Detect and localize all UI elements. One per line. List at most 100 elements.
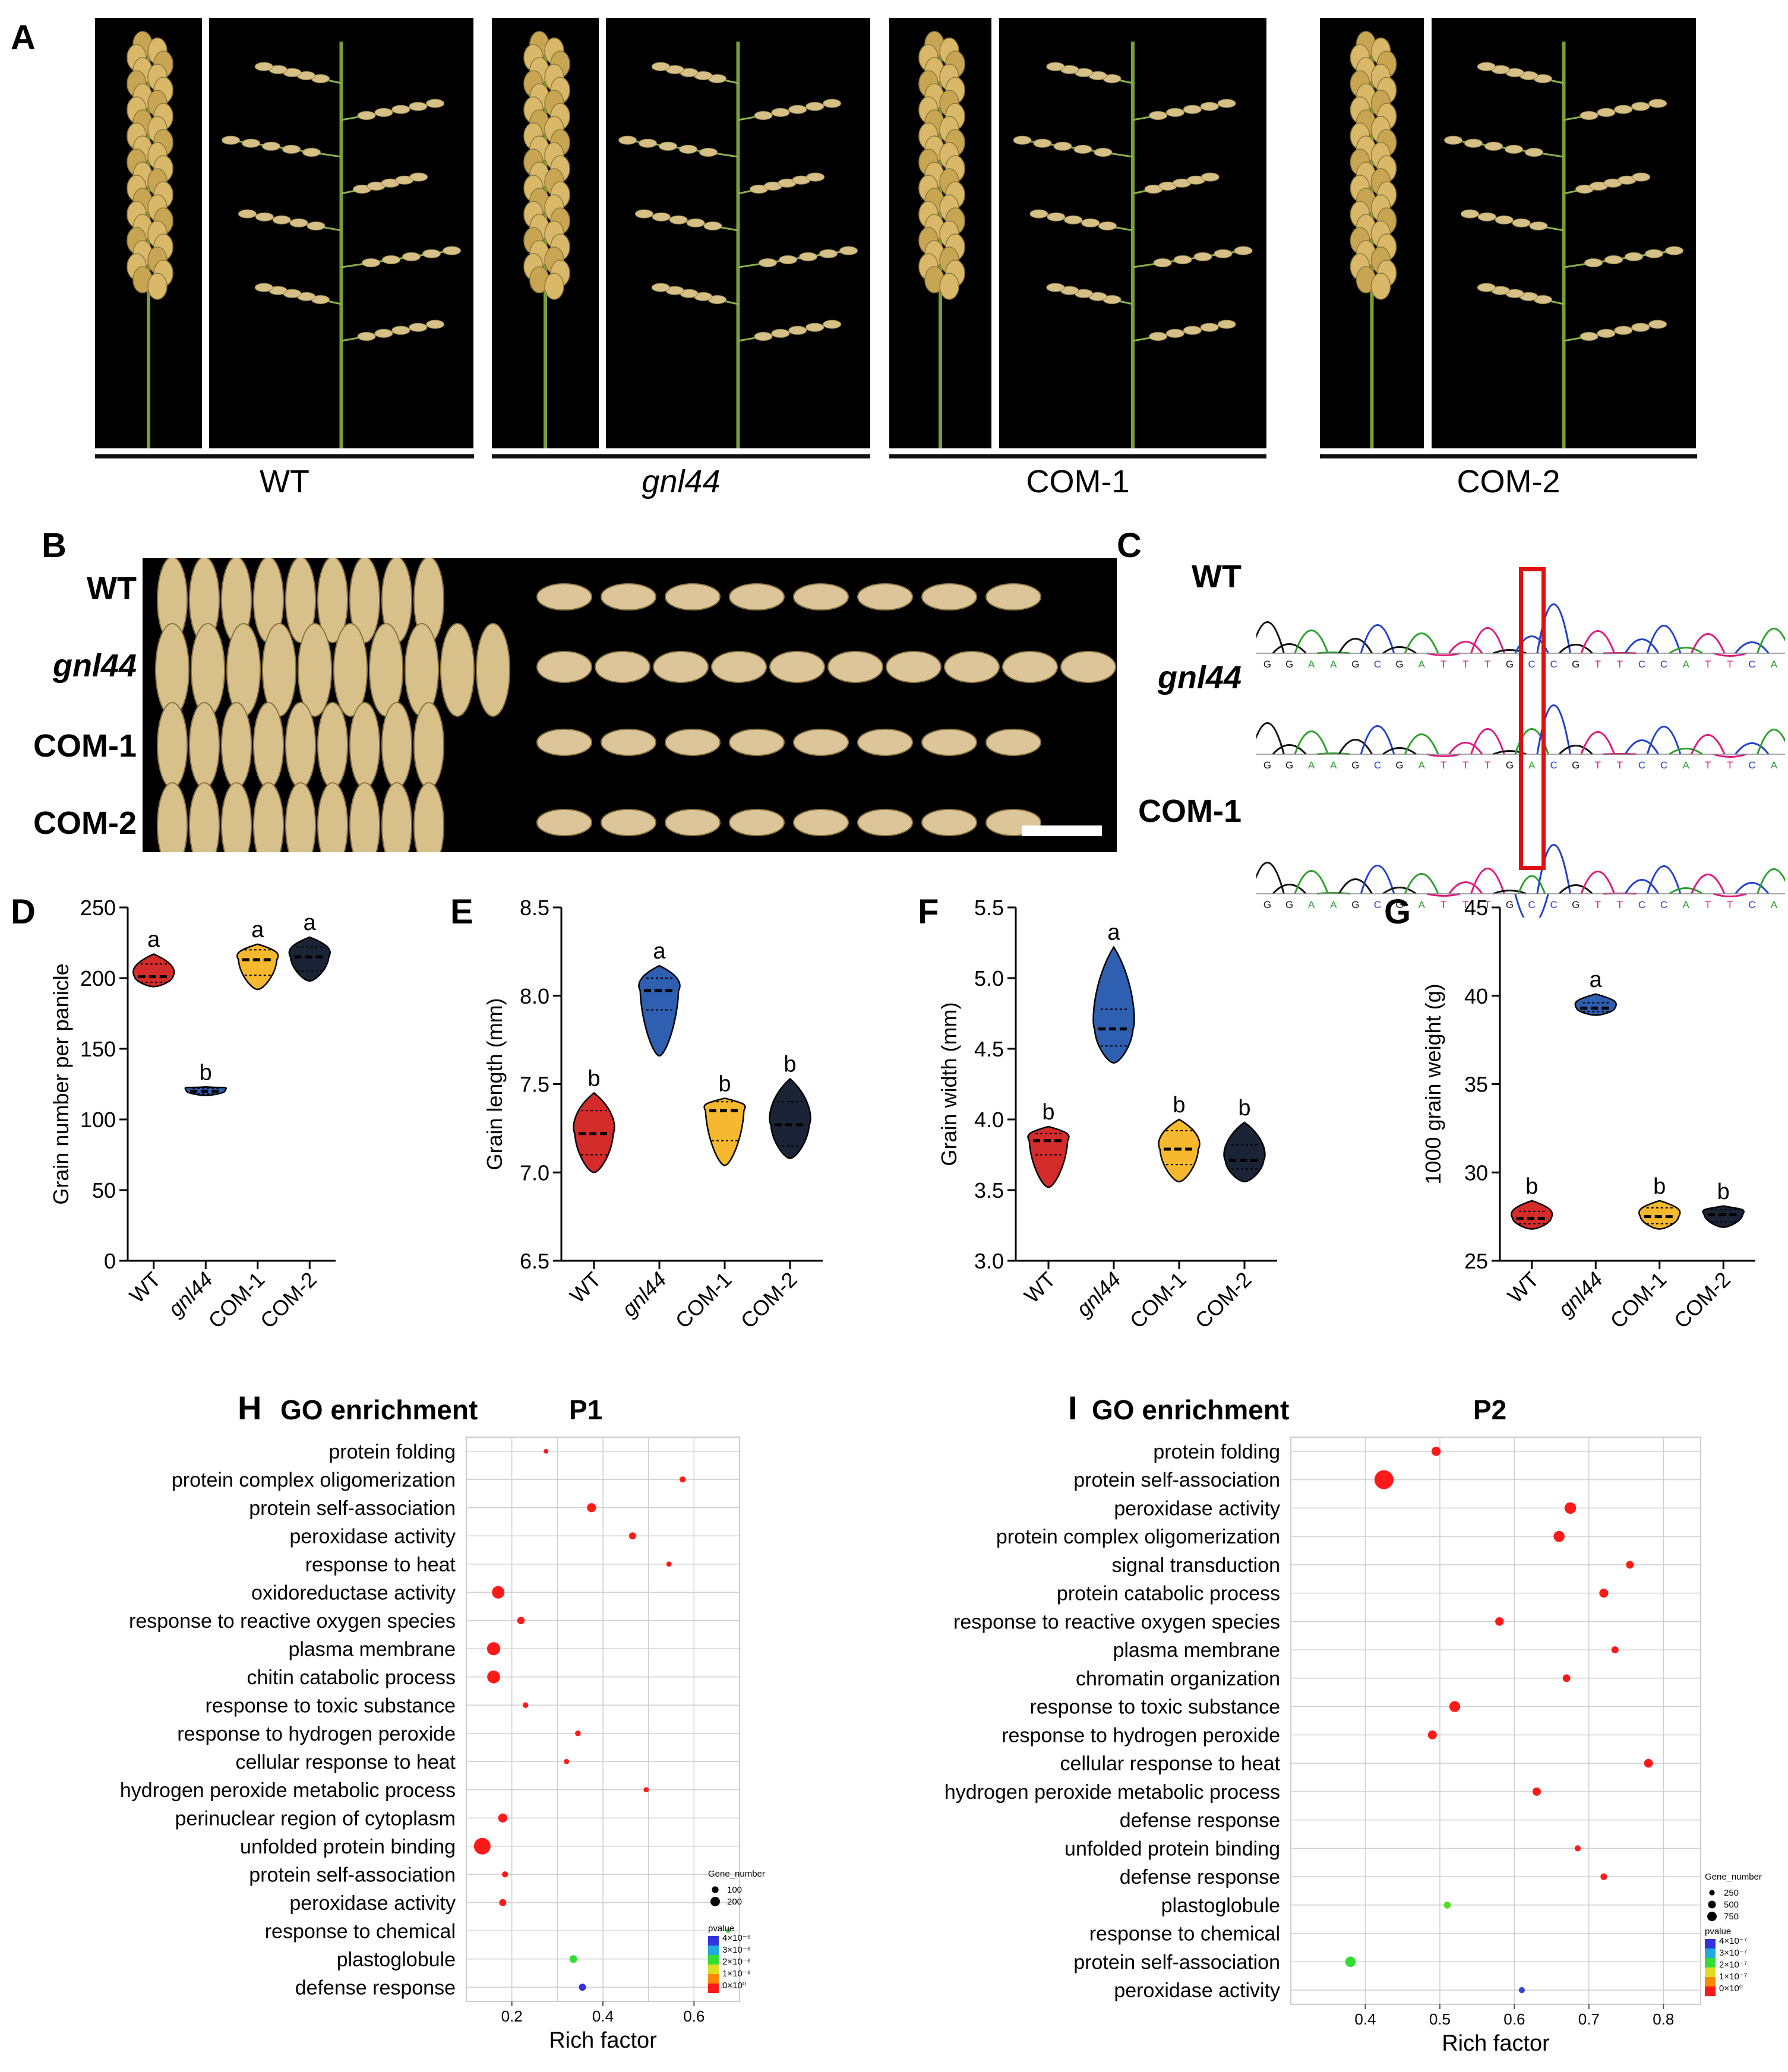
grain-seed-front xyxy=(317,782,348,852)
chromatogram-peak xyxy=(1382,646,1417,654)
color-legend-swatch xyxy=(708,1946,719,1955)
panicle-illustration xyxy=(618,42,858,448)
chromatogram-peak xyxy=(1558,644,1593,654)
grain-mark xyxy=(1460,209,1479,219)
color-legend-label: 3×10⁻⁶ xyxy=(722,1945,751,1955)
go-term-label: peroxidase activity xyxy=(289,1525,456,1548)
grain-mark xyxy=(699,148,718,157)
grain-mark xyxy=(1234,246,1253,255)
grain-mark xyxy=(1648,99,1667,108)
panel-label: E xyxy=(450,893,473,931)
grain-mark xyxy=(1047,212,1066,222)
grain-seed-side xyxy=(711,651,767,683)
panicle-illustration xyxy=(127,31,173,448)
panicle-photo xyxy=(492,18,599,448)
grain-seed-front xyxy=(349,558,380,643)
enrichment-point xyxy=(1345,1956,1356,1967)
grain-seed-front xyxy=(285,558,316,643)
grain-seed-front xyxy=(189,782,220,852)
chromatogram-peak xyxy=(1735,641,1770,654)
base-call: A xyxy=(1771,659,1778,670)
x-tick-label: gnl44 xyxy=(1553,1267,1607,1321)
x-tick-label: COM-2 xyxy=(1669,1267,1735,1333)
color-legend-title: pvalue xyxy=(1705,1927,1731,1937)
x-axis-label: Rich factor xyxy=(549,2028,657,2053)
enrichment-point xyxy=(1564,1502,1577,1514)
enrichment-point xyxy=(725,1928,731,1934)
enrichment-point xyxy=(1626,1561,1634,1569)
go-term-label: response to reactive oxygen species xyxy=(129,1610,456,1633)
x-tick-label: 0.5 xyxy=(1429,2010,1451,2028)
significance-letter: a xyxy=(147,928,160,953)
go-term-label: defense response xyxy=(1120,1866,1280,1888)
base-call: T xyxy=(1595,899,1601,910)
base-call: C xyxy=(1550,659,1557,670)
color-legend-label: 2×10⁻⁷ xyxy=(1719,1960,1747,1970)
grain-mark xyxy=(374,328,393,338)
go-term-label: response to chemical xyxy=(265,1920,456,1943)
grain-mark xyxy=(282,144,301,154)
grain-mark xyxy=(1495,215,1514,224)
grain-mark xyxy=(1153,258,1172,267)
significance-letter: b xyxy=(1717,1179,1730,1204)
grain-row-label: COM-2 xyxy=(33,805,137,841)
go-term-label: protein complex oligomerization xyxy=(996,1526,1280,1548)
base-call: T xyxy=(1705,899,1711,910)
chromatogram-peak xyxy=(1713,652,1747,657)
violin-shape xyxy=(184,1086,227,1096)
chromatogram-peak xyxy=(1558,745,1593,755)
panicle-branch xyxy=(1445,138,1564,158)
size-legend-title: Gene_number xyxy=(1705,1872,1762,1882)
grain-seed-front xyxy=(333,623,368,717)
grain-mark xyxy=(823,99,842,108)
base-call: C xyxy=(1374,659,1381,670)
color-legend-swatch xyxy=(708,1974,719,1984)
chromatogram-peak xyxy=(1272,884,1307,895)
violin-chart-D: D 0 50 100 150 200 250 Grain number per panicle… xyxy=(11,893,336,1333)
y-tick-label: 5.0 xyxy=(974,966,1004,991)
grain-seed-front xyxy=(285,782,316,852)
go-term-label: response to hydrogen peroxide xyxy=(1002,1724,1280,1747)
chart-subtitle: P1 xyxy=(569,1394,602,1425)
panicle-photo xyxy=(209,18,473,448)
color-legend-label: 1×10⁻⁷ xyxy=(1719,1972,1747,1982)
chromatogram-peak xyxy=(1294,870,1329,894)
grain-seed-front xyxy=(349,782,380,852)
grain-mark xyxy=(382,255,400,264)
grain-mark xyxy=(544,273,564,300)
base-call: G xyxy=(1395,659,1403,670)
go-term-label: signal transduction xyxy=(1111,1554,1280,1577)
x-tick-label: gnl44 xyxy=(617,1267,671,1321)
size-legend-dot xyxy=(710,1897,720,1906)
panicle-illustration xyxy=(1350,31,1397,448)
violin-shape xyxy=(1092,945,1135,1064)
significance-letter: b xyxy=(784,1052,796,1077)
grain-seed-side xyxy=(601,583,656,610)
chromatogram-peak xyxy=(1536,603,1571,654)
color-legend-swatch xyxy=(708,1965,719,1974)
chromatogram-peak xyxy=(1691,874,1726,894)
grain-mark xyxy=(639,138,657,148)
panicle-branch xyxy=(1132,248,1252,268)
chromatogram-peak xyxy=(1558,884,1593,895)
grain-mark xyxy=(409,102,428,111)
grain-mark xyxy=(759,258,777,267)
base-call: G xyxy=(1572,899,1579,910)
go-term-label: response to toxic substance xyxy=(1030,1696,1280,1719)
base-call: T xyxy=(1727,659,1733,670)
chromatogram-peak xyxy=(1691,734,1726,755)
grain-seed-side xyxy=(665,583,721,610)
grain-mark xyxy=(1081,218,1100,227)
panel-label: F xyxy=(918,893,939,931)
grain-mark xyxy=(771,328,790,338)
grain-mark xyxy=(1604,255,1623,264)
grain-mark xyxy=(788,105,807,114)
y-axis-label: Grain length (mm) xyxy=(482,998,507,1170)
base-call: T xyxy=(1705,659,1711,670)
grain-seed-front xyxy=(221,702,252,789)
y-axis-label: Grain width (mm) xyxy=(937,1002,961,1166)
x-tick-label: COM-1 xyxy=(671,1267,737,1333)
